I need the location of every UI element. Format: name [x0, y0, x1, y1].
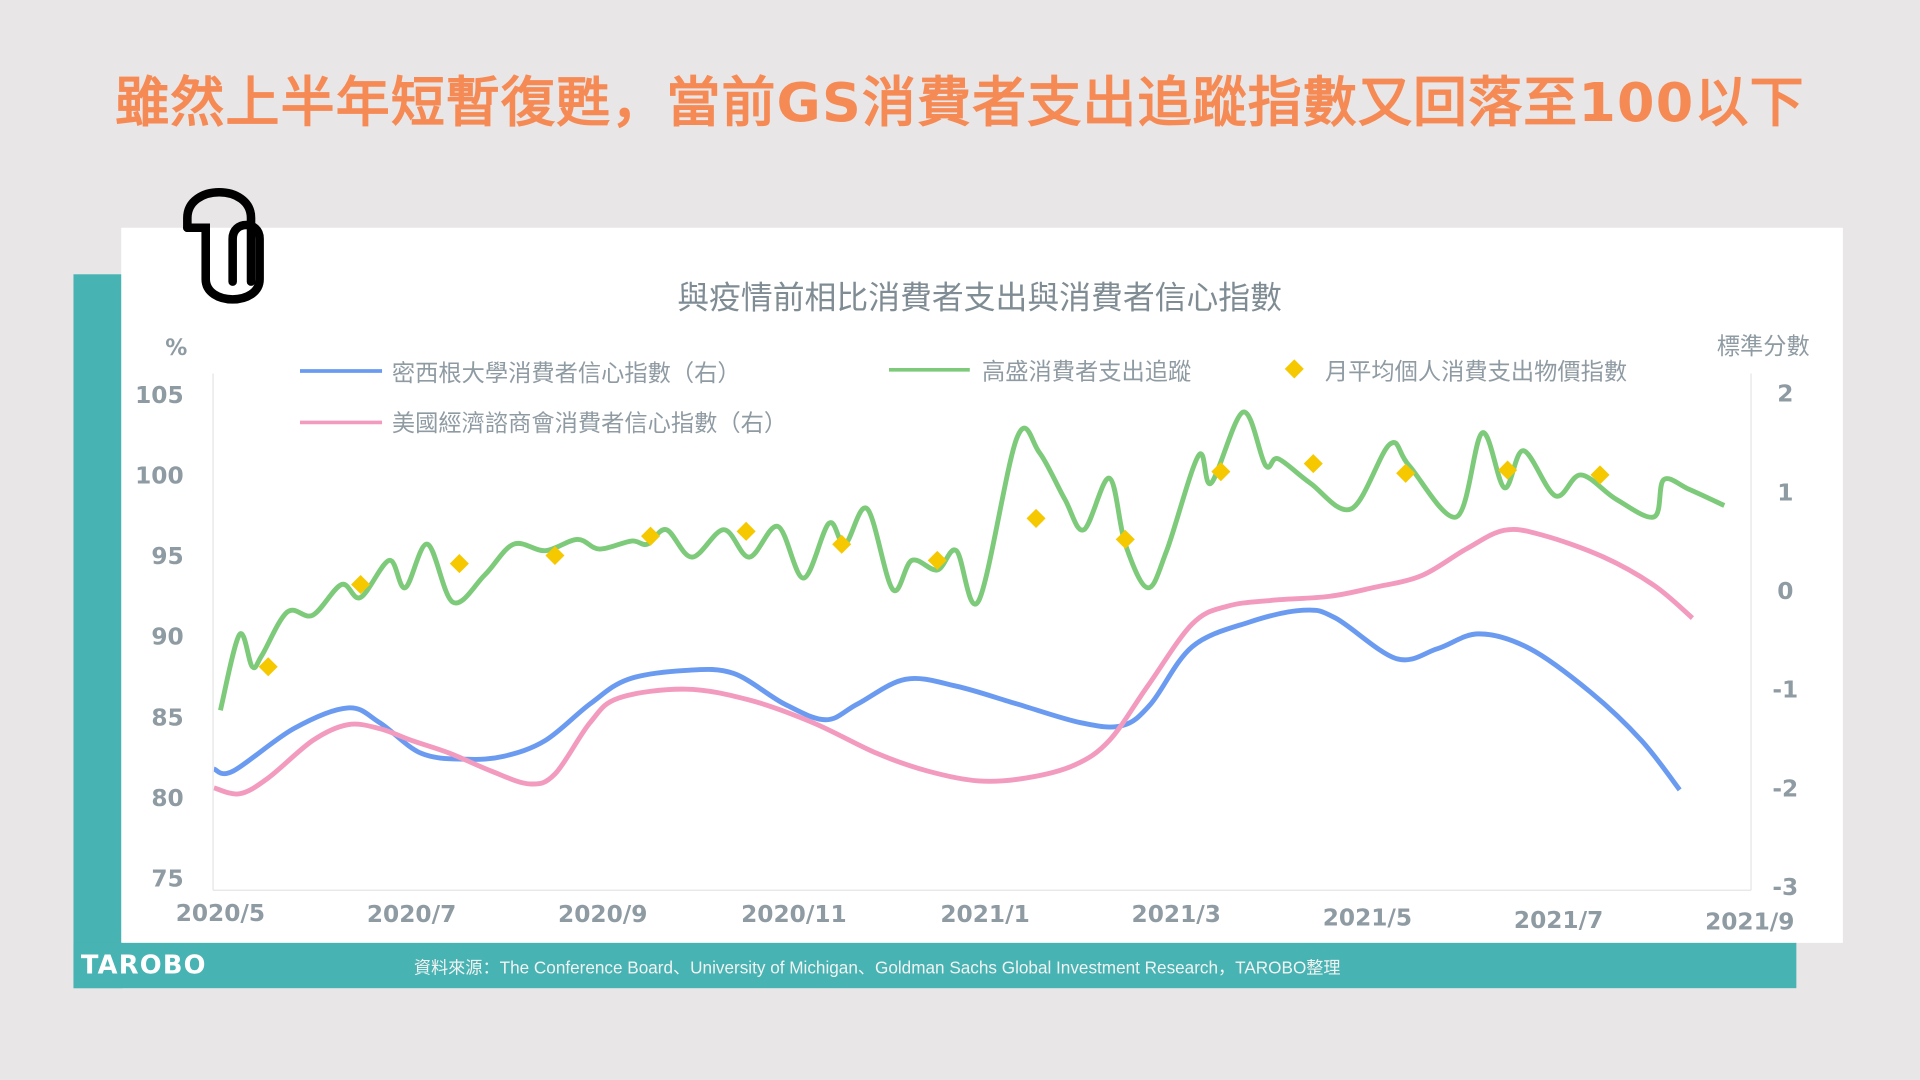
right-y-tick-label: 0 — [1777, 578, 1793, 605]
x-tick-label: 2021/3 — [1132, 901, 1221, 928]
x-tick-label: 2021/5 — [1323, 905, 1412, 932]
left-y-tick-label: 100 — [135, 462, 184, 489]
x-tick-label: 2021/1 — [940, 901, 1029, 928]
pce-marker — [449, 554, 469, 574]
pce-marker — [1303, 454, 1323, 474]
pce-marker — [927, 550, 947, 570]
paperclip-icon — [183, 187, 264, 304]
left-y-tick-label: 80 — [151, 785, 183, 812]
pce-price-markers — [258, 454, 1610, 677]
headline: 雖然上半年短暫復甦，當前GS消費者支出追蹤指數又回落至100以下 — [115, 72, 1805, 135]
right-y-ticks: 2 1 0 -1 -2 -3 — [1772, 381, 1798, 901]
legend-swatch-pce — [1284, 359, 1304, 379]
left-y-ticks: 105 100 95 90 85 80 75 — [135, 382, 184, 893]
x-tick-label: 2020/11 — [741, 901, 847, 928]
conference-board-line — [213, 526, 1695, 797]
gs-spending-tracker-line — [218, 409, 1726, 711]
right-y-tick-label: -2 — [1772, 775, 1798, 802]
x-tick-label: 2020/7 — [367, 901, 456, 928]
pce-marker — [1115, 529, 1135, 549]
right-axis-label: 標準分數 — [1717, 333, 1810, 360]
x-ticks: 2020/5 2020/7 2020/9 2020/11 2021/1 2021/3 202… — [176, 900, 1795, 936]
footer-bar: TAROBO 資料來源：The Conference Board、Univers… — [73, 942, 1797, 989]
right-y-tick-label: -3 — [1772, 874, 1798, 901]
michigan-sentiment-line — [213, 607, 1682, 792]
x-tick-label: 2020/9 — [558, 901, 647, 928]
x-tick-label: 2021/9 — [1705, 908, 1794, 935]
legend: 密西根大學消費者信心指數（右） 高盛消費者支出追蹤 月平均個人消費支出物價指數 … — [300, 359, 1627, 437]
accent-bar — [73, 274, 123, 989]
left-axis-label: % — [165, 336, 187, 361]
right-y-tick-label: 2 — [1777, 381, 1793, 408]
legend-label-michigan: 密西根大學消費者信心指數（右） — [392, 360, 741, 387]
x-tick-label: 2020/5 — [176, 900, 265, 927]
series-layer — [213, 409, 1726, 797]
left-y-tick-label: 90 — [151, 624, 183, 651]
left-y-tick-label: 105 — [135, 382, 184, 409]
legend-label-gs: 高盛消費者支出追蹤 — [982, 359, 1191, 386]
tarobo-logo: TAROBO — [80, 950, 207, 980]
left-y-tick-label: 95 — [151, 543, 183, 570]
pce-marker — [1026, 508, 1046, 528]
right-y-tick-label: 1 — [1777, 479, 1793, 506]
chart-title: 與疫情前相比消費者支出與消費者信心指數 — [677, 279, 1282, 317]
pce-marker — [641, 526, 661, 546]
x-tick-label: 2021/7 — [1514, 907, 1603, 934]
source-note: 資料來源：The Conference Board、University of … — [413, 957, 1341, 978]
legend-label-pce: 月平均個人消費支出物價指數 — [1325, 359, 1627, 386]
right-y-tick-label: -1 — [1772, 677, 1798, 704]
pce-marker — [736, 521, 756, 541]
legend-label-conference-board: 美國經濟諮商會消費者信心指數（右） — [392, 410, 787, 437]
left-y-tick-label: 75 — [151, 866, 183, 893]
left-y-tick-label: 85 — [151, 704, 183, 731]
